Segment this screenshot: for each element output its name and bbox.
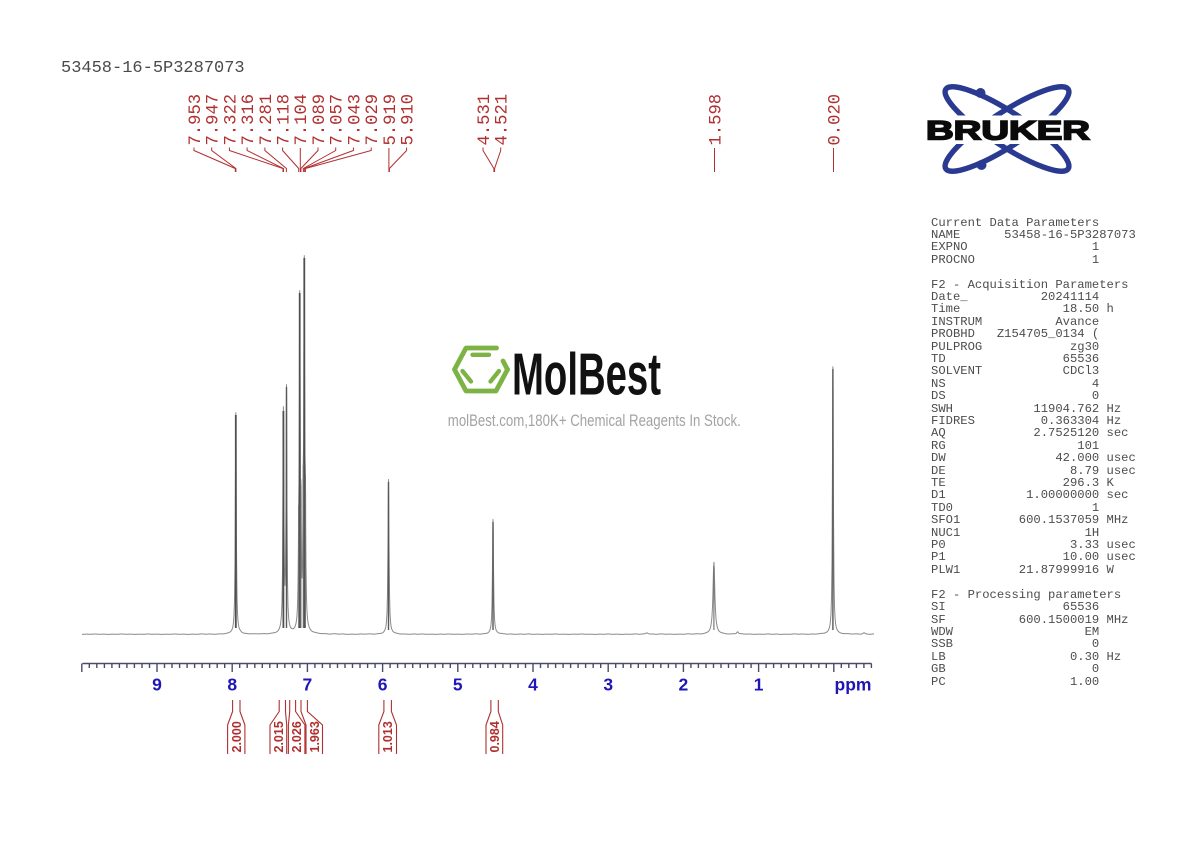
svg-text:5.919: 5.919 <box>382 94 401 146</box>
svg-text:6: 6 <box>378 675 388 695</box>
svg-text:7.104: 7.104 <box>293 94 312 146</box>
svg-text:7.043: 7.043 <box>346 94 365 146</box>
svg-text:1: 1 <box>754 675 764 695</box>
svg-text:2.015: 2.015 <box>272 721 286 752</box>
svg-text:1.598: 1.598 <box>707 94 726 146</box>
svg-text:1.013: 1.013 <box>381 721 395 752</box>
svg-text:7.953: 7.953 <box>187 94 206 146</box>
svg-text:7.029: 7.029 <box>364 94 383 146</box>
svg-text:0.984: 0.984 <box>488 721 502 752</box>
svg-text:7.281: 7.281 <box>258 94 277 146</box>
svg-text:1.963: 1.963 <box>308 721 322 752</box>
svg-text:2.000: 2.000 <box>230 721 244 752</box>
svg-text:4.531: 4.531 <box>476 94 495 146</box>
svg-text:9: 9 <box>152 675 162 695</box>
svg-text:7.947: 7.947 <box>205 94 224 146</box>
svg-text:0.020: 0.020 <box>826 94 845 146</box>
svg-text:2.026: 2.026 <box>290 721 304 752</box>
svg-text:7.118: 7.118 <box>276 94 295 146</box>
svg-text:5: 5 <box>453 675 463 695</box>
svg-text:7.322: 7.322 <box>222 94 241 146</box>
svg-text:7: 7 <box>303 675 313 695</box>
svg-text:MolBest: MolBest <box>512 342 661 408</box>
svg-text:3: 3 <box>603 675 613 695</box>
svg-text:ppm: ppm <box>835 675 872 695</box>
svg-text:molBest.com,180K+ Chemical Rea: molBest.com,180K+ Chemical Reagents In S… <box>448 412 741 430</box>
svg-text:4.521: 4.521 <box>494 94 513 146</box>
svg-text:7.057: 7.057 <box>329 94 348 146</box>
svg-text:7.089: 7.089 <box>311 94 330 146</box>
svg-text:7.316: 7.316 <box>240 94 259 146</box>
svg-text:8: 8 <box>227 675 237 695</box>
svg-text:5.910: 5.910 <box>400 94 419 146</box>
svg-text:4: 4 <box>528 675 538 695</box>
svg-text:BRUKER: BRUKER <box>926 116 1090 146</box>
svg-text:2: 2 <box>679 675 689 695</box>
